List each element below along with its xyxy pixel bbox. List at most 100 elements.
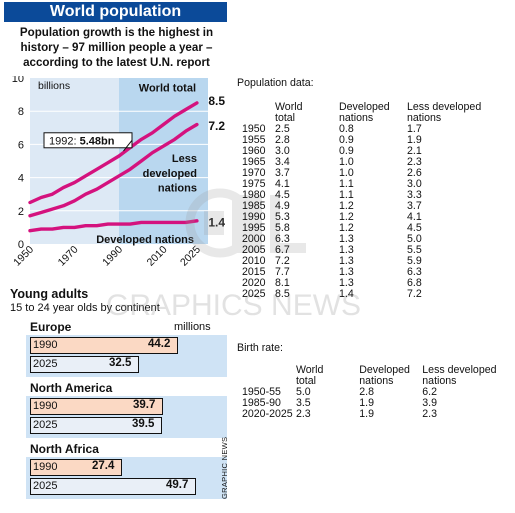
table-header-row: total nations nations bbox=[242, 376, 515, 387]
table-cell: 3.3 bbox=[407, 189, 422, 201]
table-cell: 4.1 bbox=[407, 211, 422, 223]
birth-table-caption: Birth rate: bbox=[237, 342, 283, 354]
table-row: 1985-90 3.5 1.9 3.9 bbox=[242, 398, 515, 409]
table-cell: 3.4 bbox=[275, 156, 290, 168]
table-cell: 6.8 bbox=[407, 277, 422, 289]
table-cell: 8.1 bbox=[275, 277, 290, 289]
x-tick-label: 2010 bbox=[145, 244, 170, 269]
series-label: developed bbox=[143, 168, 197, 180]
y-tick-label: 8 bbox=[18, 106, 24, 118]
annotation-1992: 1992: 5.48bn bbox=[43, 132, 133, 152]
y-tick-label: 6 bbox=[18, 139, 24, 151]
table-row: 1990 5.3 1.2 4.1 bbox=[242, 212, 503, 223]
series-label: Developed nations bbox=[96, 234, 194, 246]
table-cell: 6.3 bbox=[275, 233, 290, 245]
y-unit-label: billions bbox=[38, 80, 70, 92]
table-cell: 3.5 bbox=[295, 397, 311, 409]
table-row: 1985 4.9 1.2 3.7 bbox=[242, 201, 503, 212]
table-header-cell: nations bbox=[422, 375, 457, 387]
table-cell: 6.2 bbox=[422, 386, 438, 398]
bar-value-label: 49.7 bbox=[166, 479, 189, 491]
table-cell: 1975 bbox=[242, 178, 266, 190]
table-row: 1950-55 5.0 2.8 6.2 bbox=[242, 387, 515, 398]
chart-subtitle: Population growth is the highest in hist… bbox=[19, 26, 214, 69]
series-label: nations bbox=[158, 183, 197, 195]
series-line bbox=[28, 122, 199, 218]
table-row: 1960 3.0 0.9 2.1 bbox=[242, 146, 503, 157]
bar-year-label: 1990 bbox=[33, 400, 58, 412]
bar-fill bbox=[30, 417, 162, 434]
table-cell: 2.3 bbox=[295, 408, 311, 420]
bar-fill bbox=[30, 478, 196, 495]
table-cell: 2020 bbox=[242, 277, 266, 289]
table-cell: 1.4 bbox=[339, 288, 354, 300]
table-row: 1980 4.5 1.1 3.3 bbox=[242, 190, 503, 201]
table-cell: 5.3 bbox=[275, 211, 290, 223]
table-cell: 2.1 bbox=[407, 145, 422, 157]
young-adults-title: Young adults bbox=[10, 287, 89, 301]
table-cell: 6.7 bbox=[275, 244, 290, 256]
series-label: World total bbox=[139, 82, 196, 94]
table-header-cell: Less developed bbox=[422, 364, 497, 376]
chart-title: World population bbox=[4, 2, 227, 22]
table-cell: 1970 bbox=[242, 167, 266, 179]
table-row: 1950 2.5 0.8 1.7 bbox=[242, 124, 503, 135]
table-header-cell: Less developed bbox=[407, 101, 482, 113]
y-tick-label: 10 bbox=[12, 76, 24, 85]
unit-label: millions bbox=[174, 321, 211, 333]
table-cell: 2.3 bbox=[422, 408, 438, 420]
table-cell: 6.3 bbox=[407, 266, 422, 278]
table-cell: 1.9 bbox=[359, 408, 374, 420]
table-cell: 2025 bbox=[242, 288, 266, 300]
series-line bbox=[28, 219, 199, 233]
table-header-cell: Developed bbox=[359, 364, 410, 376]
table-header-cell: nations bbox=[407, 112, 442, 124]
table-row: 2005 6.7 1.3 5.5 bbox=[242, 245, 503, 256]
table-header-cell: Developed bbox=[339, 101, 390, 113]
credit-text: GRAPHIC NEWS bbox=[220, 436, 229, 499]
table-cell: 1.9 bbox=[359, 397, 374, 409]
bar-value-label: 27.4 bbox=[92, 460, 115, 472]
series-line bbox=[28, 101, 199, 205]
table-cell: 1965 bbox=[242, 156, 266, 168]
table-cell: 1.3 bbox=[339, 233, 354, 245]
annotation-pointer bbox=[123, 139, 133, 152]
table-cell: 2010 bbox=[242, 255, 266, 267]
table-cell: 8.5 bbox=[275, 288, 290, 300]
table-header-cell bbox=[242, 365, 296, 376]
table-cell: 3.9 bbox=[422, 397, 438, 409]
table-cell: 0.9 bbox=[339, 145, 354, 157]
region-name: North Africa bbox=[30, 442, 99, 456]
bar-value-label: 32.5 bbox=[109, 357, 132, 369]
table-row: 1995 5.8 1.2 4.5 bbox=[242, 223, 503, 234]
table-cell: 2.3 bbox=[407, 156, 422, 168]
birth-rate-table: World Developed Less developed total nations… bbox=[242, 365, 515, 420]
table-cell: 1.2 bbox=[339, 200, 354, 212]
bar-value-label: 39.7 bbox=[133, 399, 156, 411]
table-row: 1970 3.7 1.0 2.6 bbox=[242, 168, 503, 179]
y-tick-labels: 0 2 4 6 8 10 bbox=[12, 76, 24, 251]
bar-value-label: 39.5 bbox=[132, 418, 155, 430]
table-cell: 0.9 bbox=[339, 134, 354, 146]
table-cell: 2.6 bbox=[407, 167, 422, 179]
table-cell: 1.2 bbox=[339, 222, 354, 234]
bar-year-label: 2025 bbox=[33, 480, 58, 492]
table-header-cell: total bbox=[275, 112, 296, 124]
table-cell: 2015 bbox=[242, 266, 266, 278]
y-tick-label: 4 bbox=[18, 173, 24, 185]
table-row: 1955 2.8 0.9 1.9 bbox=[242, 135, 503, 146]
series-lines bbox=[28, 101, 199, 233]
table-cell: 1.1 bbox=[339, 178, 354, 190]
table-cell: 1.7 bbox=[407, 123, 422, 135]
table-header-cell: World bbox=[275, 101, 303, 113]
table-cell: 1.0 bbox=[339, 156, 354, 168]
bar-year-label: 1990 bbox=[33, 339, 58, 351]
table-row: 2025 8.5 1.4 7.2 bbox=[242, 289, 503, 300]
annotation-text: 1992: 5.48bn bbox=[49, 135, 115, 147]
series-end-value: 8.5 bbox=[208, 94, 225, 108]
series-labels: World total Less developed nations Developed… bbox=[96, 82, 225, 246]
table-cell: 7.2 bbox=[275, 255, 290, 267]
population-table: World Developed Less developed total nations… bbox=[242, 102, 503, 300]
table-cell: 1.3 bbox=[339, 244, 354, 256]
region-name: North America bbox=[30, 381, 113, 395]
